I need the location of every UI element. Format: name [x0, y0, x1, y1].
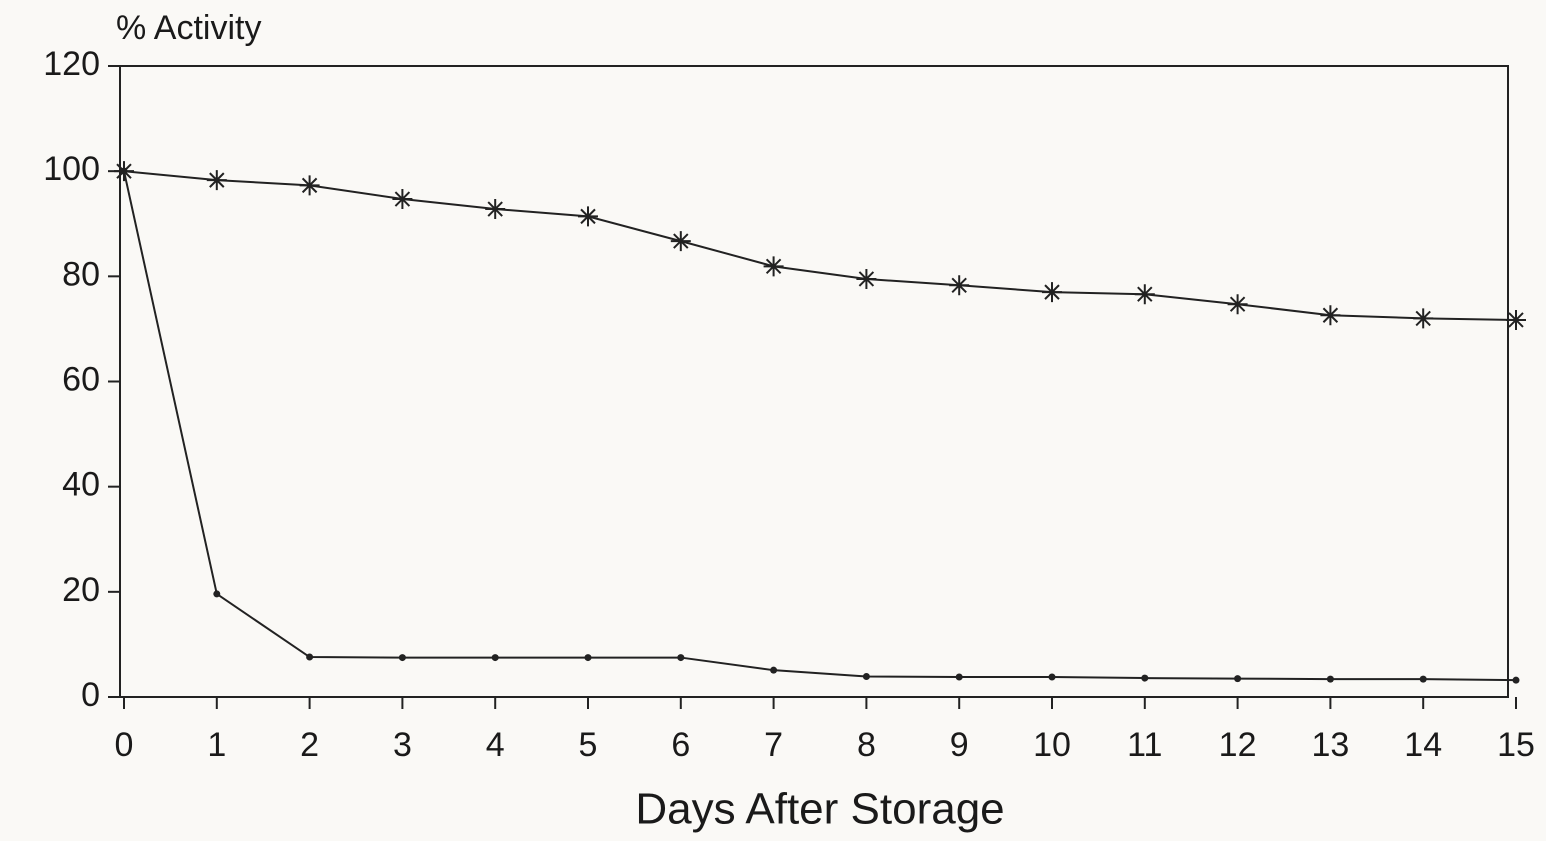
star-marker	[1135, 284, 1155, 304]
series-line	[124, 171, 1516, 320]
x-tick-label: 11	[1127, 726, 1162, 764]
dot-marker	[1141, 675, 1148, 682]
dot-marker	[1513, 677, 1520, 684]
x-tick-label: 0	[115, 726, 134, 764]
dot-marker	[306, 654, 313, 661]
x-tick-label: 2	[300, 726, 319, 764]
y-tick-label: 0	[81, 676, 100, 714]
dot-marker	[863, 673, 870, 680]
dot-marker	[956, 674, 963, 681]
series-line	[124, 171, 1516, 680]
x-tick-label: 3	[393, 726, 412, 764]
dot-marker	[677, 654, 684, 661]
dot-marker	[770, 667, 777, 674]
x-tick-label: 5	[579, 726, 598, 764]
x-axis-label: Days After Storage	[635, 785, 1004, 834]
dot-marker	[585, 654, 592, 661]
y-tick-label: 20	[62, 571, 100, 609]
dot-marker	[1049, 674, 1056, 681]
x-tick-label: 7	[764, 726, 783, 764]
star-marker	[949, 275, 969, 295]
star-marker	[1042, 282, 1062, 302]
dot-marker	[1327, 676, 1334, 683]
star-marker	[300, 175, 320, 195]
dot-marker	[1234, 675, 1241, 682]
star-marker	[1506, 310, 1526, 330]
dot-marker	[492, 654, 499, 661]
y-axis-label: % Activity	[116, 9, 261, 47]
y-tick-label: 100	[43, 150, 100, 188]
star-marker	[485, 199, 505, 219]
dot-marker	[1420, 676, 1427, 683]
dot-marker	[121, 168, 128, 175]
y-tick-label: 80	[62, 255, 100, 293]
x-tick-label: 12	[1219, 726, 1257, 764]
star-marker	[578, 206, 598, 226]
dot-marker	[213, 590, 220, 597]
star-marker	[856, 269, 876, 289]
star-marker	[1228, 294, 1248, 314]
x-tick-label: 4	[486, 726, 505, 764]
x-tick-label: 13	[1311, 726, 1349, 764]
star-marker	[207, 170, 227, 190]
plot-frame	[120, 66, 1508, 697]
x-tick-label: 10	[1033, 726, 1071, 764]
x-tick-label: 6	[671, 726, 690, 764]
star-marker	[671, 231, 691, 251]
x-tick-label: 9	[950, 726, 969, 764]
x-tick-label: 14	[1404, 726, 1442, 764]
star-marker	[392, 189, 412, 209]
y-tick-label: 120	[43, 45, 100, 83]
y-tick-label: 60	[62, 360, 100, 398]
x-tick-label: 8	[857, 726, 876, 764]
chart: % Activity Days After Storage 0204060801…	[0, 0, 1546, 841]
star-marker	[1413, 308, 1433, 328]
star-marker	[1320, 305, 1340, 325]
star-marker	[764, 256, 784, 276]
y-tick-label: 40	[62, 466, 100, 504]
x-tick-label: 1	[207, 726, 226, 764]
x-tick-label: 15	[1497, 726, 1535, 764]
dot-marker	[399, 654, 406, 661]
